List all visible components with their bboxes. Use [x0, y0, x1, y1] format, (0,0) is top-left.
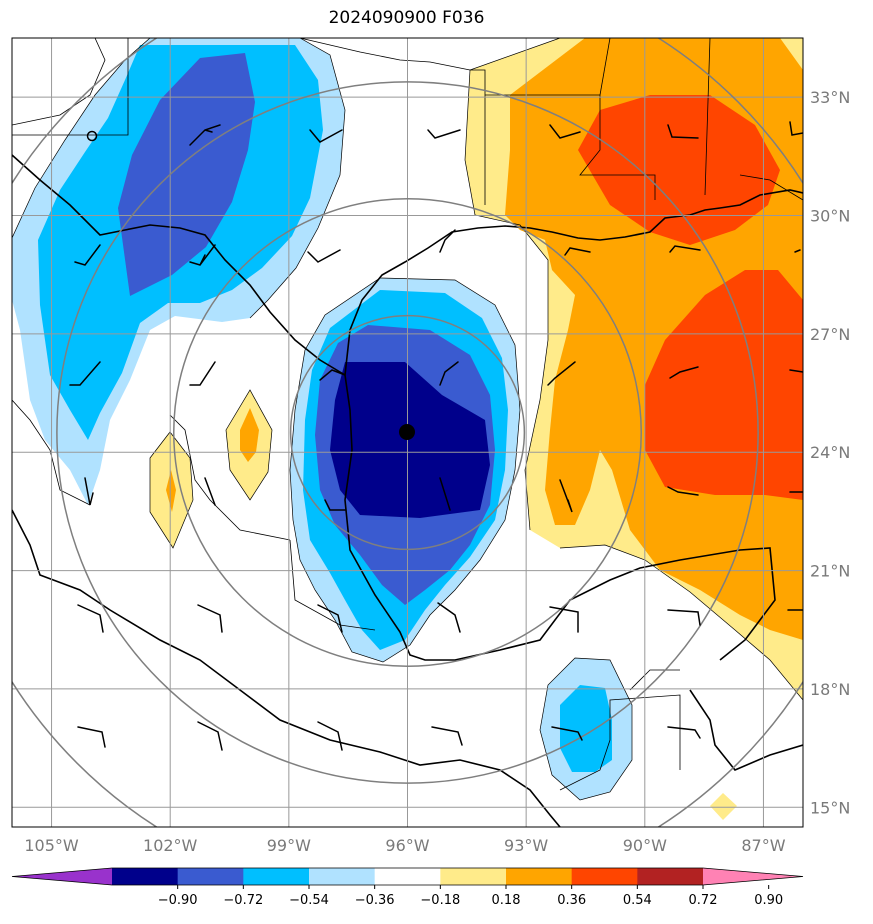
lon-tick-label: 90°W	[623, 836, 667, 855]
colorbar-segment	[177, 868, 244, 885]
colorbar-tick-label: 0.90	[754, 893, 783, 908]
lon-tick-label: 93°W	[504, 836, 548, 855]
storm-center-marker	[399, 424, 415, 440]
lat-tick-label: 24°N	[810, 443, 850, 462]
contour-neg4-center	[330, 362, 490, 518]
location-marker	[86, 130, 98, 142]
lon-tick-label: 102°W	[143, 836, 198, 855]
colorbar-tick-label: −0.36	[355, 893, 395, 908]
colorbar-tick-label: 0.36	[557, 893, 586, 908]
small-positive-cells	[150, 390, 737, 820]
colorbar-segment	[637, 868, 704, 885]
latitude-labels: 15°N 18°N 21°N 24°N 27°N 30°N 33°N	[810, 88, 850, 817]
negative-anomaly-region-northwest	[12, 38, 345, 505]
range-ring-1	[173, 198, 642, 667]
colorbar-outline	[11, 867, 804, 886]
lat-tick-label: 30°N	[810, 207, 850, 226]
wind-barbs	[69, 121, 803, 751]
contour-lines	[12, 38, 803, 801]
negative-anomaly-region-center	[290, 278, 632, 800]
texas-border	[12, 38, 129, 136]
colorbar-tick-label: −0.54	[289, 893, 329, 908]
map-plot-area	[12, 38, 803, 827]
contour-neg3-nw	[118, 53, 255, 296]
cell-c	[710, 793, 737, 820]
range-rings	[12, 38, 803, 827]
colorbar-segment	[571, 868, 638, 885]
colorbar-extend-low	[12, 868, 112, 885]
colorbar-tick-label: −0.90	[158, 893, 198, 908]
contour-neg2-south	[560, 685, 612, 772]
colorbar-tick-label: −0.18	[420, 893, 460, 908]
rio-grande	[12, 154, 346, 376]
central-america-coast	[689, 689, 803, 771]
colorbar-tick-label: 0.72	[689, 893, 718, 908]
colorbar-segment	[112, 868, 179, 885]
map-title: 2024090900 F036	[328, 8, 485, 28]
political-borders	[12, 38, 803, 791]
lat-tick-label: 21°N	[810, 562, 850, 581]
lat-tick-label: 33°N	[810, 88, 850, 107]
lat-tick-label: 18°N	[810, 680, 850, 699]
colorbar-tick-label: −0.72	[223, 893, 263, 908]
lon-tick-label: 87°W	[741, 836, 785, 855]
map-frame	[11, 37, 804, 828]
cell-b-inner	[240, 408, 259, 462]
colorbar: −0.90 −0.72 −0.54 −0.36 −0.18 0.18 0.36 0.54 0.7…	[11, 867, 804, 908]
range-ring-2	[56, 81, 759, 784]
colorbar-segment	[309, 868, 376, 885]
lat-lon-grid	[12, 38, 803, 827]
colorbar-segment	[374, 868, 441, 885]
colorbar-segment	[506, 868, 573, 885]
mexico-pacific-coast	[12, 509, 561, 827]
range-ring-0	[289, 314, 526, 551]
lon-tick-label: 99°W	[267, 836, 311, 855]
colorbar-segment	[243, 868, 310, 885]
longitude-labels: 105°W 102°W 99°W 96°W 93°W 90°W 87°W	[24, 836, 785, 855]
colorbar-tick-label: 0.18	[492, 893, 521, 908]
contour-pos2-small-a	[561, 422, 571, 478]
colorbar-extend-high	[703, 868, 803, 885]
lat-tick-label: 27°N	[810, 325, 850, 344]
lat-tick-label: 15°N	[810, 798, 850, 817]
lon-tick-label: 96°W	[385, 836, 429, 855]
cell-a-inner	[166, 470, 176, 512]
lon-tick-label: 105°W	[24, 836, 79, 855]
coastlines	[12, 154, 803, 827]
contour-pos3	[578, 95, 780, 245]
colorbar-segment	[440, 868, 507, 885]
colorbar-tick-label: 0.54	[623, 893, 652, 908]
us-gulf-coast	[344, 189, 803, 376]
